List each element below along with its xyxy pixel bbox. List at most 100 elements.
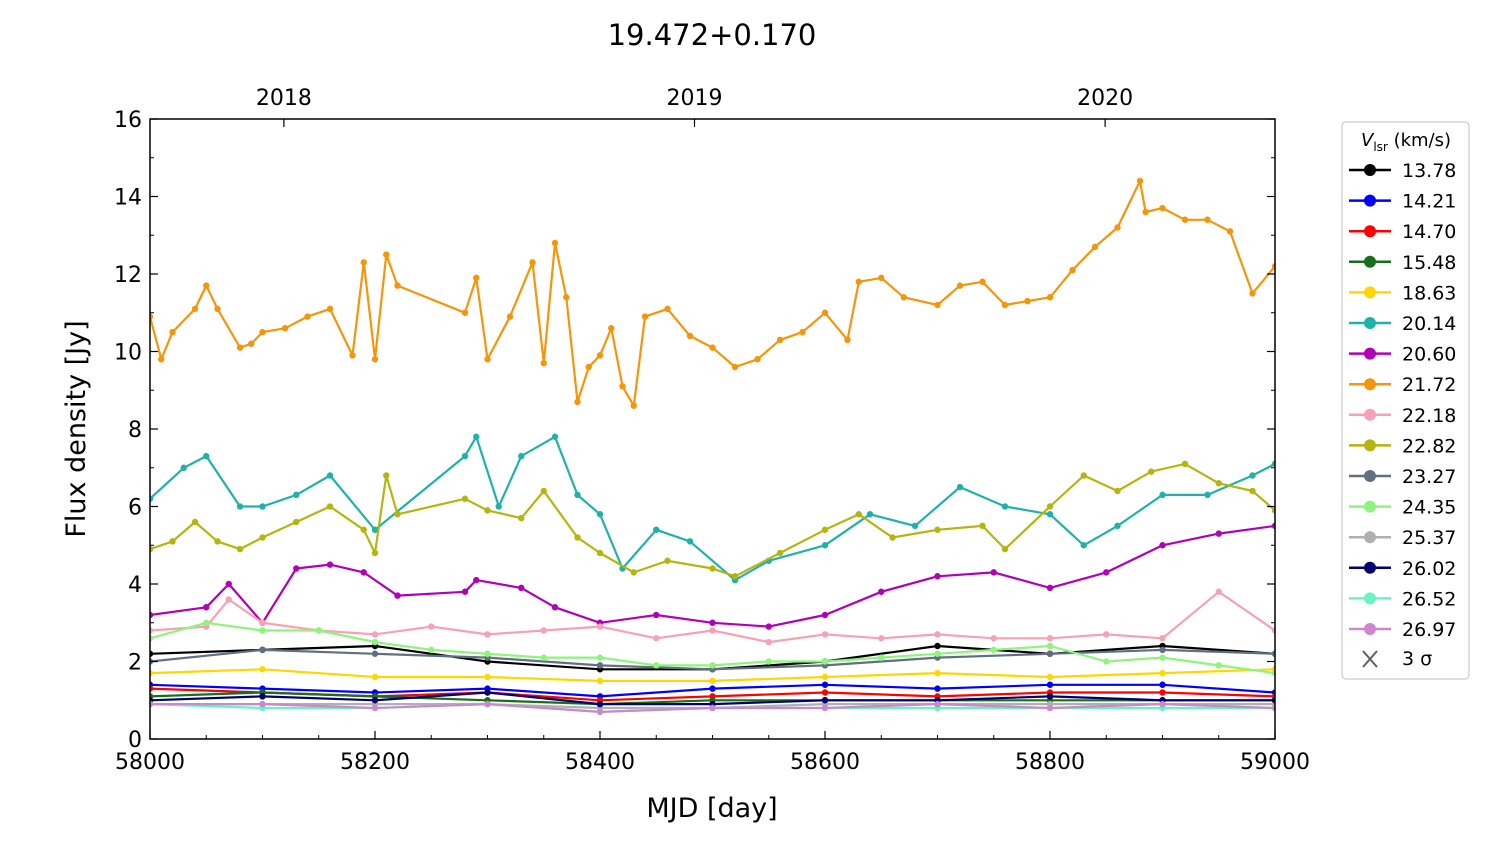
x-tick-label: 58600 (790, 750, 860, 775)
data-point (248, 340, 255, 347)
data-point (956, 282, 964, 289)
data-point (990, 569, 997, 576)
legend-entry: 26.02 (1349, 558, 1456, 580)
data-point (394, 592, 401, 599)
data-point (473, 274, 480, 282)
data-point (150, 700, 154, 708)
x-tick-label: 58000 (115, 750, 185, 775)
data-point (461, 495, 469, 502)
data-point (1271, 669, 1275, 677)
data-point (1159, 635, 1166, 642)
data-point (293, 565, 300, 572)
data-point (203, 282, 210, 289)
data-point (150, 313, 154, 320)
legend-swatch-marker (1364, 561, 1376, 574)
data-point (315, 627, 322, 634)
data-point (754, 356, 761, 363)
data-point (596, 654, 604, 661)
legend-3-sigma-marker-b (1362, 650, 1378, 668)
data-point (1271, 650, 1275, 657)
data-point (1046, 642, 1054, 650)
legend-title-symbol: V (1361, 130, 1375, 151)
data-point (1249, 472, 1256, 479)
data-point (304, 313, 311, 320)
data-point (686, 332, 694, 340)
legend-label: 24.35 (1402, 497, 1456, 519)
data-point (169, 328, 176, 336)
data-point (709, 344, 716, 351)
data-point (821, 704, 829, 712)
x-tick-label: 59000 (1240, 750, 1310, 775)
data-point (1249, 290, 1256, 297)
data-point (866, 511, 874, 518)
data-point (326, 472, 334, 479)
data-point (394, 282, 401, 289)
data-point (281, 325, 289, 332)
data-point (900, 294, 907, 301)
chart-title: 19.472+0.170 (608, 18, 817, 52)
data-point (1103, 569, 1110, 576)
data-point (371, 650, 379, 657)
data-point (1114, 522, 1121, 530)
y-tick-label: 8 (128, 418, 142, 443)
data-point (709, 619, 716, 626)
data-point (180, 464, 187, 471)
data-point (1024, 297, 1031, 305)
data-point (518, 584, 525, 592)
data-point (889, 534, 896, 541)
data-point (979, 522, 986, 530)
data-point (551, 433, 559, 440)
legend-entry: 20.60 (1349, 344, 1456, 366)
data-point (484, 700, 491, 708)
data-point (225, 580, 232, 588)
data-point (799, 328, 806, 336)
series-14.21 (150, 681, 1275, 700)
x-axis-ticks: 58000 58200 58400 58600 58800 59000 (115, 731, 1310, 775)
data-point (1159, 669, 1166, 677)
legend-3-sigma-label: 3 σ (1402, 648, 1432, 670)
data-point (776, 549, 784, 557)
data-point (1204, 491, 1211, 499)
data-point (371, 704, 379, 712)
data-point (259, 666, 266, 673)
data-point (990, 635, 997, 642)
data-point (709, 627, 716, 634)
data-point (1046, 294, 1054, 301)
legend-entry: 15.48 (1349, 252, 1456, 274)
data-point (259, 328, 266, 336)
data-point (484, 507, 491, 514)
series-22.82 (150, 460, 1275, 580)
data-point (394, 511, 401, 518)
data-point (540, 627, 547, 634)
y-tick-label: 16 (114, 108, 142, 133)
data-point (1046, 673, 1054, 681)
data-point (765, 623, 772, 630)
data-point (150, 635, 154, 642)
data-point (371, 549, 379, 557)
data-point (529, 259, 536, 266)
data-point (360, 259, 367, 266)
data-point (540, 487, 547, 495)
data-point (484, 356, 491, 363)
data-point (1159, 542, 1166, 549)
data-point (259, 646, 266, 654)
data-point (461, 452, 469, 460)
series-layer (150, 177, 1275, 716)
legend-label: 20.14 (1402, 313, 1456, 335)
data-point (169, 538, 176, 545)
data-point (709, 662, 716, 669)
data-point (709, 685, 716, 692)
data-point (150, 495, 154, 502)
x-tick-label: 58400 (565, 750, 635, 775)
data-point (653, 662, 660, 669)
data-point (1159, 646, 1166, 654)
data-point (608, 325, 615, 332)
data-point (1249, 487, 1256, 495)
data-point (371, 526, 379, 533)
y-tick-label: 2 (128, 651, 142, 676)
legend-entries: 13.78 14.21 14.70 15.48 18.63 20.14 20.60 21.72… (1349, 160, 1456, 641)
data-point (259, 700, 266, 708)
data-point (934, 631, 941, 638)
data-point (214, 538, 221, 545)
data-point (191, 518, 199, 526)
